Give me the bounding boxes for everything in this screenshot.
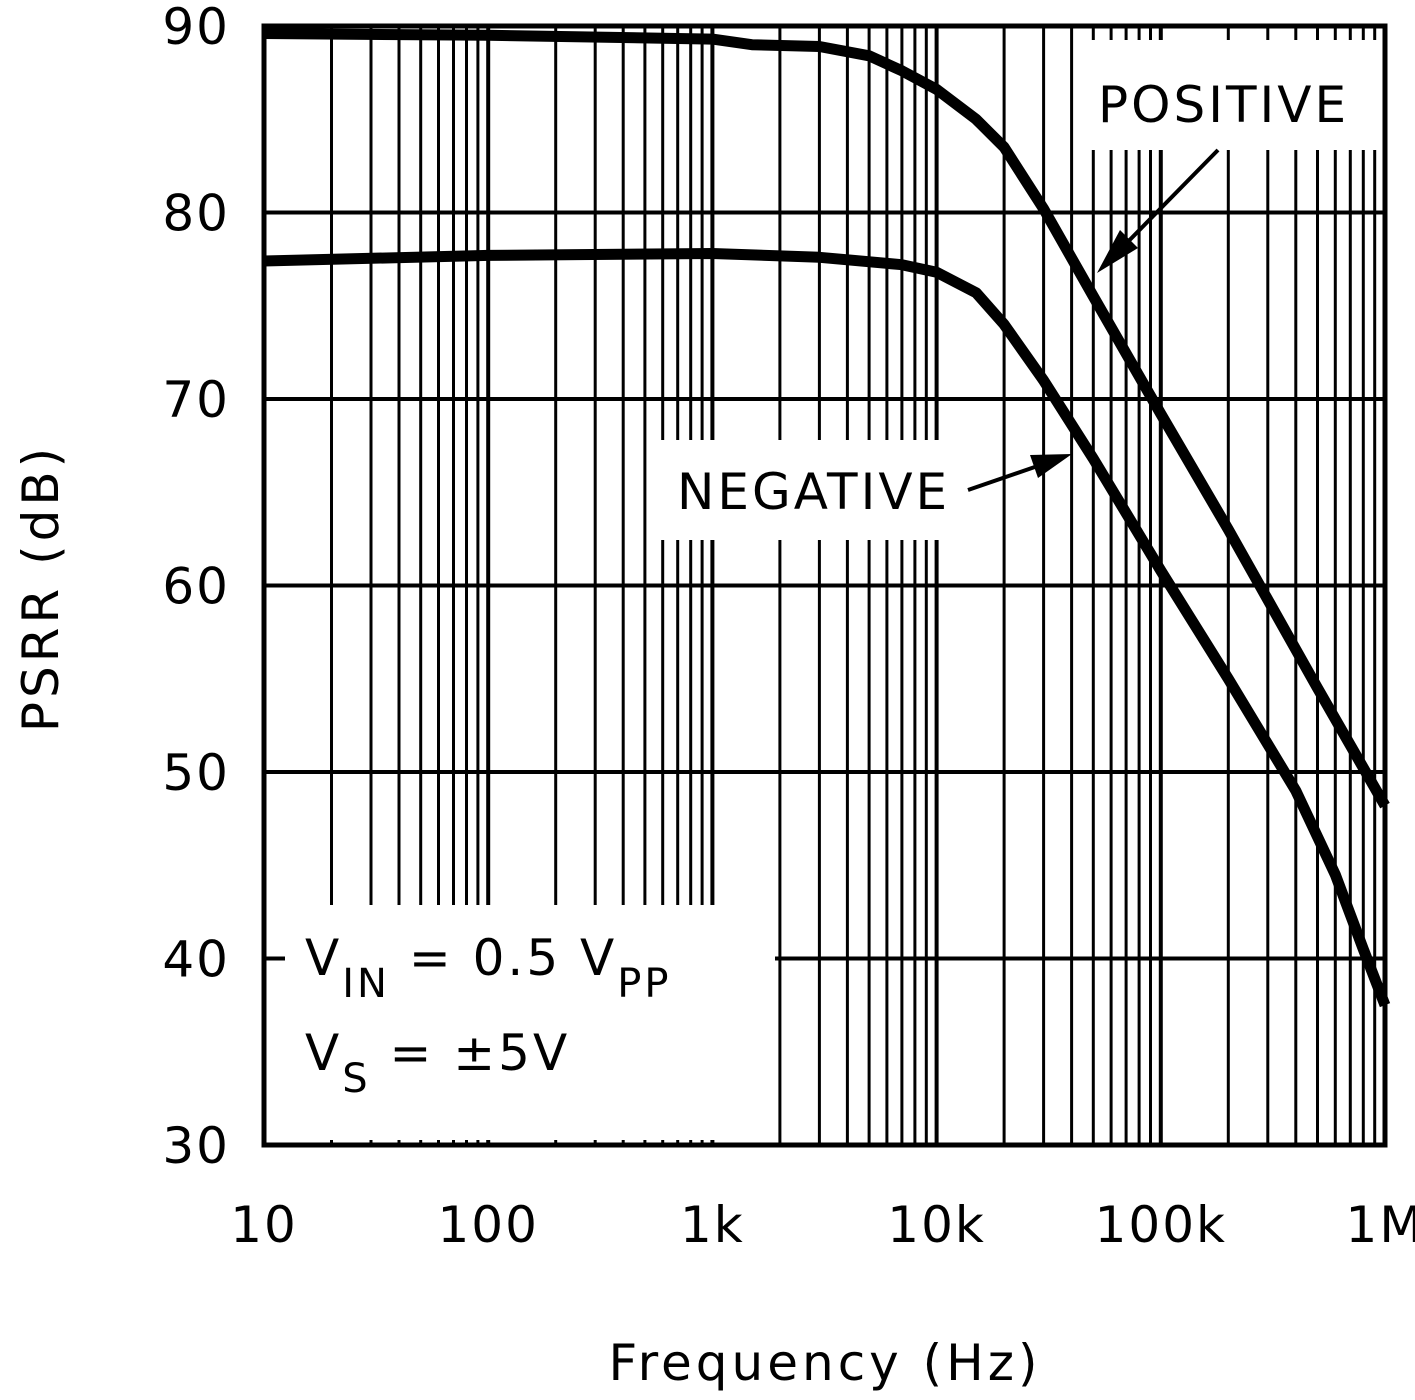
major-gridlines: [264, 210, 1385, 961]
vs-symbol: V: [305, 1024, 342, 1082]
tick-labels: 10 100 1k 10k 100k 1M 30 40 50 60 70 80 90: [162, 0, 1415, 1254]
x-tick-label: 1M: [1346, 1196, 1415, 1254]
series-line-negative: [263, 248, 1391, 1008]
positive-series-label: POSITIVE: [1098, 76, 1349, 134]
x-tick-label: 100: [437, 1196, 538, 1254]
positive-arrowhead: [1097, 230, 1138, 273]
positive-label-background: [1090, 40, 1380, 150]
condition-vin: VIN = 0.5 VPP: [305, 929, 671, 1007]
negative-label-background: [660, 440, 970, 540]
y-tick-label: 30: [162, 1117, 230, 1175]
vin-unit-subscript: PP: [617, 961, 671, 1007]
y-tick-label: 70: [162, 371, 230, 429]
condition-vs: VS = ±5V: [305, 1024, 570, 1102]
conditions-background: [285, 905, 775, 1140]
series-line-positive: [263, 28, 1390, 809]
vin-value: = 0.5 V: [390, 929, 617, 987]
plot-frame: [261, 23, 1388, 1148]
vin-symbol: V: [305, 929, 342, 987]
negative-arrowhead: [1030, 454, 1072, 478]
vin-subscript: IN: [342, 961, 390, 1007]
y-axis-title: PSRR (dB): [12, 444, 70, 732]
x-tick-label: 100k: [1095, 1196, 1227, 1254]
vs-subscript: S: [342, 1056, 370, 1102]
y-tick-label: 50: [162, 744, 230, 802]
x-tick-label: 1k: [680, 1196, 745, 1254]
series-layer: [263, 28, 1391, 1008]
x-tick-label: 10: [230, 1196, 298, 1254]
negative-series-label: NEGATIVE: [677, 463, 950, 521]
y-tick-label: 60: [162, 558, 230, 616]
y-tick-label: 90: [162, 0, 230, 56]
vs-value: = ±5V: [371, 1024, 571, 1082]
x-axis-title: Frequency (Hz): [608, 1334, 1041, 1392]
x-tick-label: 10k: [887, 1196, 986, 1254]
y-tick-label: 80: [162, 185, 230, 243]
y-tick-label: 40: [162, 931, 230, 989]
